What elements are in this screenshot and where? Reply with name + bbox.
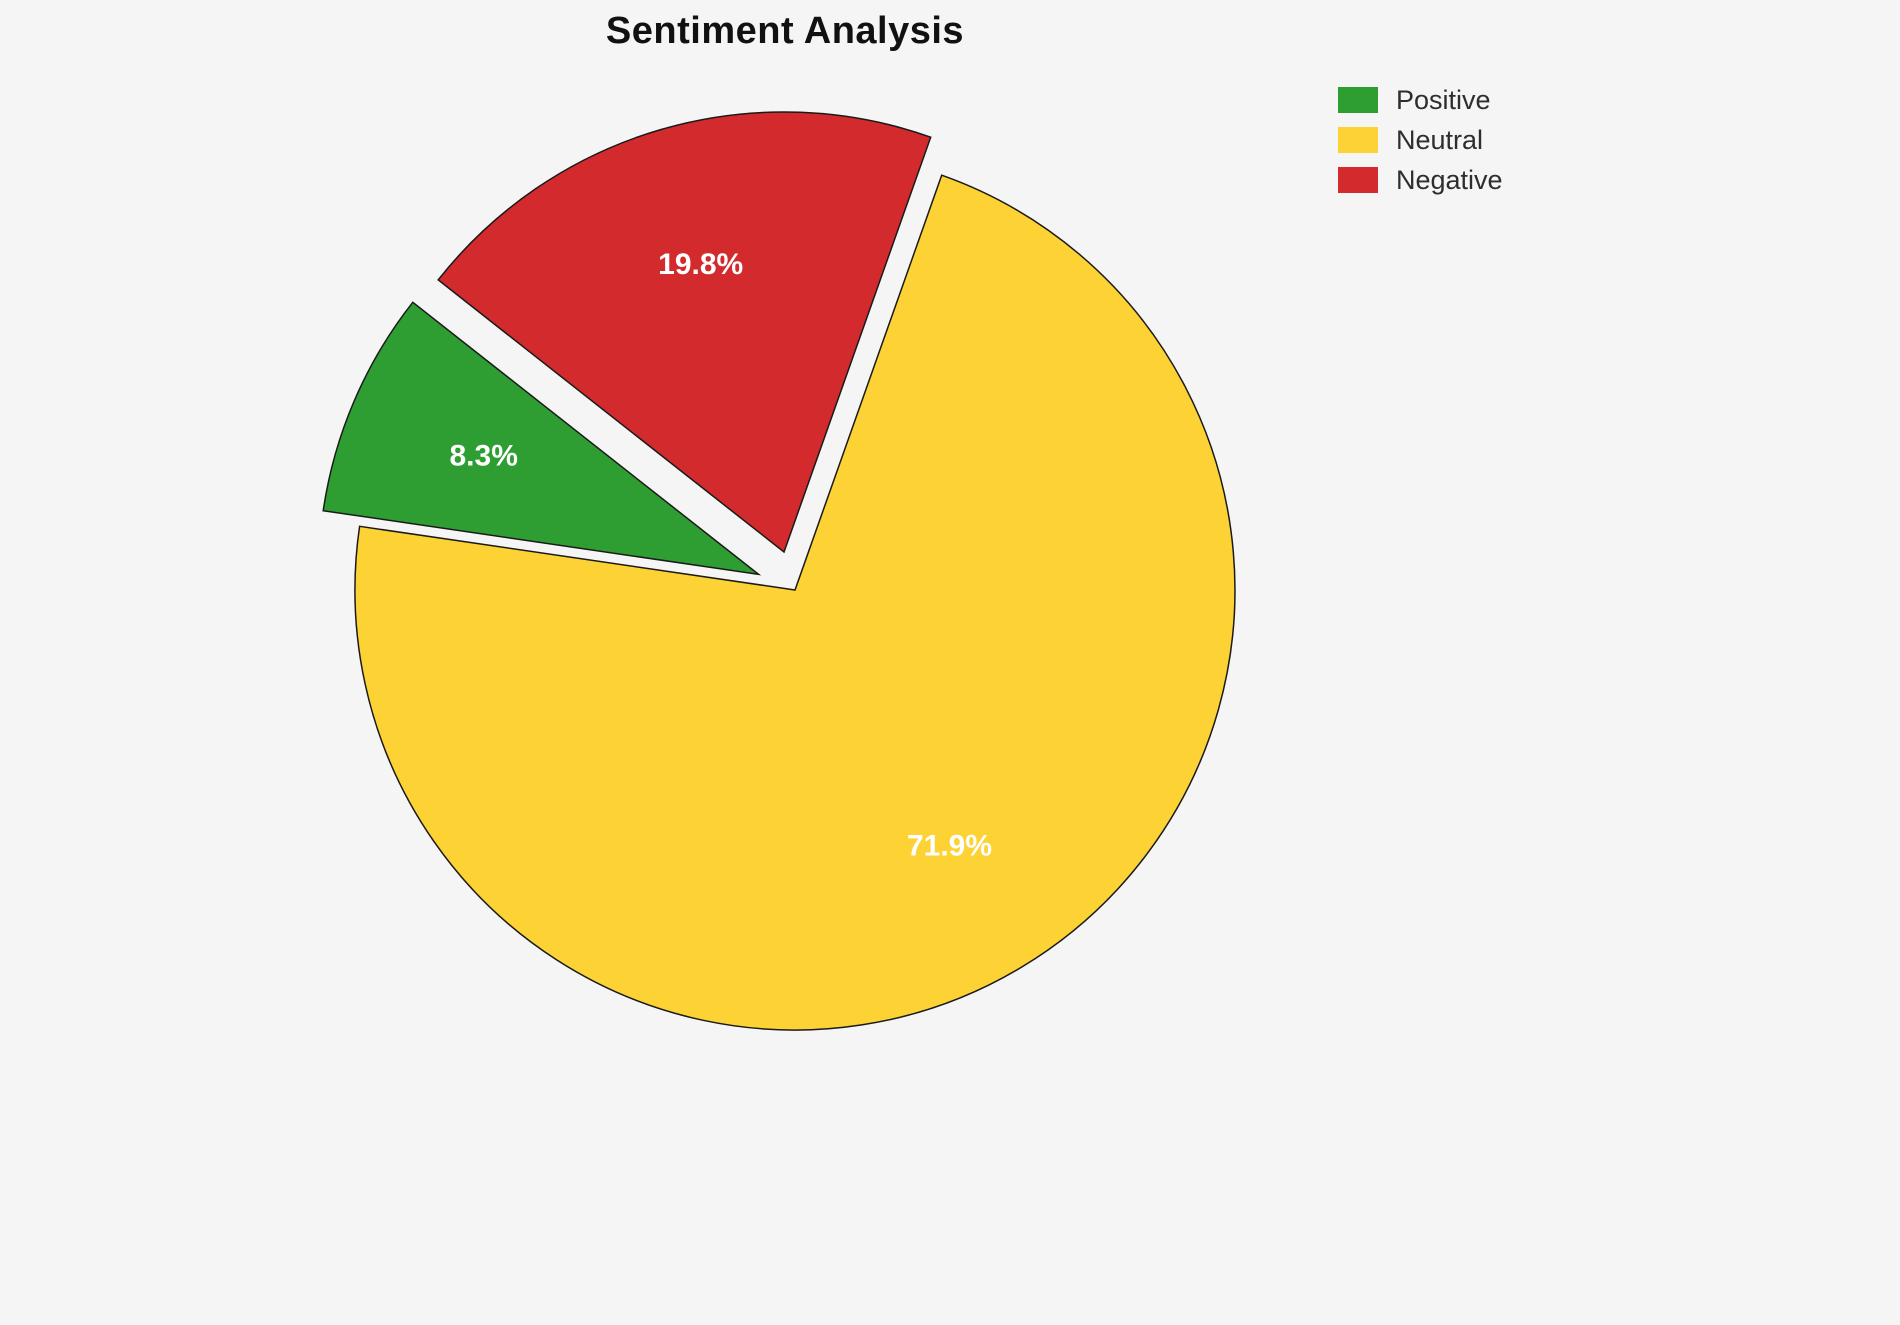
legend-item-positive: Positive <box>1338 80 1503 120</box>
pie-slice-positive <box>322 301 762 576</box>
legend: Positive Neutral Negative <box>1338 80 1503 200</box>
slice-value-label: 19.8% <box>658 248 743 281</box>
legend-label: Positive <box>1396 84 1491 115</box>
legend-item-neutral: Neutral <box>1338 120 1503 160</box>
legend-label: Neutral <box>1396 124 1484 155</box>
legend-swatch <box>1338 127 1378 153</box>
pie-slice-neutral <box>354 174 1236 1031</box>
pie-slice-negative <box>437 111 932 554</box>
slice-value-label: 71.9% <box>907 830 992 863</box>
chart-title: Sentiment Analysis <box>605 10 965 52</box>
legend-item-negative: Negative <box>1338 160 1503 200</box>
legend-label: Negative <box>1396 164 1503 195</box>
legend-swatch <box>1338 167 1378 193</box>
legend-swatch <box>1338 87 1378 113</box>
slice-value-label: 8.3% <box>450 440 518 473</box>
